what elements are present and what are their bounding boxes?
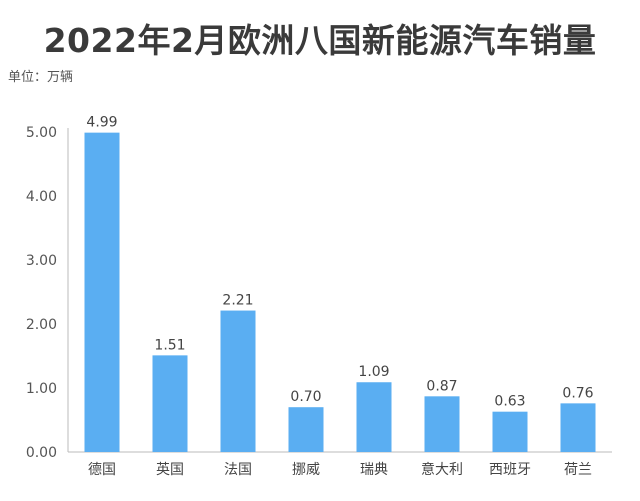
bar-4 [288, 407, 324, 452]
data-label: 0.76 [562, 385, 593, 401]
y-tick-label: 5.00 [26, 125, 57, 141]
bar-8 [560, 403, 596, 452]
data-label: 4.99 [86, 115, 117, 131]
y-tick-label: 1.00 [26, 381, 57, 397]
data-label: 1.09 [358, 364, 389, 380]
x-category-label: 挪威 [292, 462, 320, 478]
x-category-label: 瑞典 [360, 462, 388, 478]
chart-title: 2022年2月欧洲八国新能源汽车销量 [43, 21, 597, 60]
bar-2 [152, 355, 188, 452]
bar-5 [356, 382, 392, 452]
y-tick-label: 3.00 [26, 253, 57, 269]
data-label: 0.63 [494, 394, 525, 410]
y-tick-label: 2.00 [26, 317, 57, 333]
x-category-label: 法国 [224, 462, 252, 478]
data-label: 2.21 [222, 293, 253, 309]
x-category-label: 荷兰 [564, 462, 592, 478]
x-category-label: 意大利 [421, 461, 463, 478]
x-category-label: 英国 [156, 461, 184, 478]
bar-1 [84, 132, 120, 452]
y-tick-label: 0.00 [26, 445, 57, 461]
bar-3 [220, 310, 256, 452]
unit-label: 单位：万辆 [8, 70, 74, 85]
data-label: 0.87 [426, 378, 457, 394]
bar-6 [424, 396, 460, 452]
x-category-label: 西班牙 [489, 462, 531, 478]
data-label: 1.51 [154, 337, 185, 353]
data-label: 0.70 [290, 389, 321, 405]
x-category-label: 德国 [88, 462, 116, 478]
bar-7 [492, 411, 528, 452]
y-tick-label: 4.00 [26, 189, 57, 205]
